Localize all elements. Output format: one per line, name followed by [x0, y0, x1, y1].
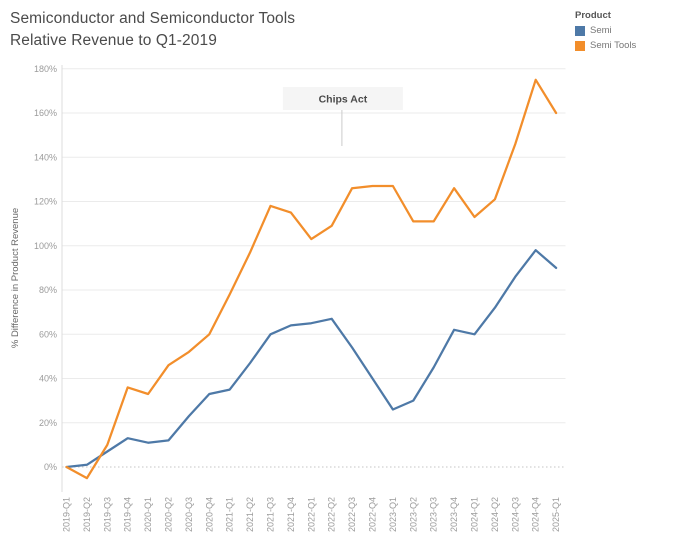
x-tick-label: 2024-Q3	[510, 497, 520, 532]
chart-title-line2: Relative Revenue to Q1-2019	[10, 32, 217, 50]
x-tick-label: 2023-Q1	[388, 497, 398, 532]
legend-item-semi-tools[interactable]: Semi Tools	[575, 40, 636, 51]
legend-label-semi: Semi	[590, 25, 612, 36]
x-tick-label: 2020-Q3	[184, 497, 194, 532]
y-tick-label: 20%	[39, 418, 57, 428]
chart-title-line1: Semiconductor and Semiconductor Tools	[10, 10, 296, 27]
x-tick-label: 2022-Q2	[327, 497, 337, 532]
x-tick-label: 2023-Q3	[429, 497, 439, 532]
y-tick-label: 40%	[39, 374, 57, 384]
x-tick-label: 2020-Q2	[164, 497, 174, 532]
legend-item-semi[interactable]: Semi	[575, 25, 636, 36]
x-tick-label: 2023-Q2	[408, 497, 418, 532]
x-tick-label: 2025-Q1	[551, 497, 561, 532]
x-tick-label: 2024-Q2	[490, 497, 500, 532]
x-tick-label: 2022-Q3	[347, 497, 357, 532]
x-tick-label: 2019-Q2	[82, 497, 92, 532]
annotation-box[interactable]	[282, 87, 403, 110]
chart-title: Semiconductor and Semiconductor Tools Re…	[10, 8, 295, 53]
x-tick-label: 2024-Q4	[531, 497, 541, 532]
x-tick-label: 2023-Q4	[449, 497, 459, 532]
legend-title: Product	[575, 10, 611, 21]
legend-swatch-semi-tools	[575, 40, 585, 51]
y-tick-label: 160%	[34, 108, 57, 118]
y-tick-label: 120%	[34, 197, 57, 207]
series-line-semi[interactable]	[65, 249, 558, 469]
legend: Product Semi Semi Tools	[575, 10, 636, 55]
x-tick-label: 2019-Q1	[62, 497, 72, 532]
legend-label-semi-tools: Semi Tools	[590, 40, 637, 51]
x-tick-label: 2021-Q1	[225, 497, 235, 532]
legend-swatch-semi	[575, 25, 585, 36]
x-tick-label: 2019-Q4	[123, 497, 133, 532]
y-tick-label: 140%	[34, 152, 57, 162]
y-tick-label: 100%	[34, 241, 57, 251]
x-tick-label: 2021-Q2	[245, 497, 255, 532]
x-tick-label: 2022-Q1	[306, 497, 316, 532]
x-tick-label: 2019-Q3	[102, 497, 112, 532]
x-tick-label: 2021-Q3	[266, 497, 276, 532]
annotation-label: Chips Act	[319, 94, 368, 106]
x-tick-label: 2022-Q4	[368, 497, 378, 532]
x-tick-label: 2024-Q1	[470, 497, 480, 532]
x-tick-label: 2020-Q1	[143, 497, 153, 532]
x-tick-label: 2020-Q4	[204, 497, 214, 532]
x-tick-label: 2021-Q4	[286, 497, 296, 532]
y-axis-title: % Difference in Product Revenue	[10, 208, 21, 348]
y-tick-label: 0%	[44, 462, 57, 472]
y-tick-label: 180%	[34, 64, 57, 74]
y-tick-label: 60%	[39, 329, 57, 339]
y-tick-label: 80%	[39, 285, 57, 295]
series-line-semi-tools[interactable]	[65, 78, 558, 480]
